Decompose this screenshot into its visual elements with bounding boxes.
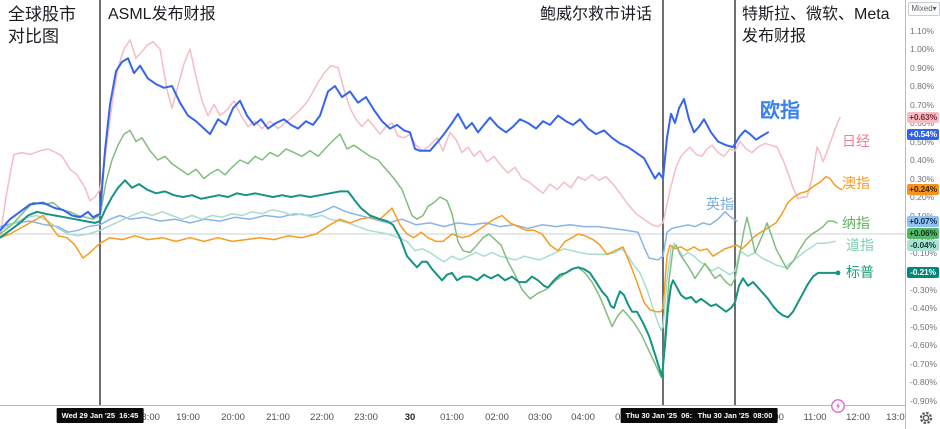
- series-line-nikkei[interactable]: [0, 39, 841, 239]
- page-title-line1: 全球股市: [8, 5, 76, 24]
- series-line-uk[interactable]: [0, 205, 738, 261]
- series-label-英指: 英指: [706, 196, 734, 212]
- last-value-badge-标普: -0.21%: [907, 267, 939, 279]
- price-tick-label: 0.90%: [910, 62, 935, 73]
- series-line-nasdaq[interactable]: [0, 129, 838, 380]
- price-tick-label: 0.10%: [910, 211, 934, 221]
- time-tick-label: 18:00: [136, 412, 160, 423]
- series-line-dow[interactable]: [0, 209, 836, 331]
- price-tick-label: -0.60%: [910, 340, 937, 350]
- gear-icon[interactable]: [918, 410, 934, 426]
- series-label-澳指: 澳指: [842, 175, 870, 191]
- last-value-badge-欧指: +0.54%: [907, 128, 939, 140]
- series-label-欧指: 欧指: [760, 100, 800, 122]
- price-tick-label: 1.10%: [910, 25, 935, 36]
- price-tick-label: -0.30%: [910, 284, 937, 295]
- price-tick-label: 0.80%: [910, 81, 935, 91]
- annotation-tech-earnings: 特斯拉、微软、Meta 发布财报: [742, 6, 890, 45]
- last-value-badge-英指: +0.07%: [907, 215, 939, 227]
- price-tick-label: -0.70%: [910, 358, 937, 369]
- scale-mode-dropdown[interactable]: Mixed▾: [908, 2, 940, 16]
- series-label-标普: 标普: [846, 264, 874, 280]
- price-tick-label: 0.60%: [910, 118, 935, 128]
- event-time-badge: Wed 29 Jan '25 16:45: [56, 408, 144, 423]
- series-label-纳指: 纳指: [842, 215, 870, 231]
- price-tick-label: 0.20%: [910, 192, 935, 202]
- price-tick-label: 0.50%: [910, 136, 935, 147]
- price-tick-label: -0.10%: [910, 247, 937, 258]
- series-line-eu[interactable]: [0, 57, 769, 232]
- chart-canvas[interactable]: [0, 0, 905, 405]
- price-tick-label: 0.70%: [910, 99, 935, 110]
- series-label-道指: 道指: [846, 237, 874, 253]
- series-line-sp[interactable]: [0, 179, 839, 378]
- series-label-日经: 日经: [842, 133, 870, 149]
- event-time-badge: Thu 30 Jan '25 08:00: [692, 408, 778, 423]
- time-tick-label: 21:00: [266, 412, 290, 423]
- time-tick-label: 03:00: [528, 412, 552, 423]
- series-end-dot-sp: [835, 270, 841, 276]
- time-tick-label: 22:00: [310, 412, 334, 423]
- price-tick-label: 1.00%: [910, 44, 935, 54]
- time-tick-label: 20:00: [221, 412, 245, 423]
- last-value-badge-澳指: +0.24%: [907, 184, 939, 196]
- price-tick-label: -0.90%: [910, 395, 937, 406]
- series-line-aus[interactable]: [0, 175, 843, 313]
- chevron-down-icon: ▾: [932, 4, 937, 13]
- time-axis[interactable]: 15:0018:0019:0020:0021:0022:0023:003001:…: [0, 405, 940, 429]
- time-tick-label: 12:00: [846, 412, 870, 423]
- quick-action-lightning-icon[interactable]: [830, 398, 846, 414]
- price-axis[interactable]: Mixed▾ 1.10% 1.00% 0.90% 0.80% 0.70% 0.60% 0.5…: [905, 0, 940, 429]
- time-tick-label: 01:00: [440, 412, 464, 423]
- price-tick-label: 0.40%: [910, 155, 935, 165]
- price-tick-label: -0.50%: [910, 321, 937, 332]
- page-title-line2: 对比图: [8, 27, 59, 46]
- last-value-badge-纳指: +0.06%: [907, 227, 939, 239]
- event-time-badge: Thu 30 Jan '25 06:15: [620, 408, 706, 423]
- annotation-asml-earnings: ASML发布财报: [108, 6, 216, 23]
- time-tick-label: 23:00: [354, 412, 378, 423]
- time-tick-label: 02:00: [485, 412, 509, 423]
- annotation-powell-speech: 鲍威尔救市讲话: [540, 6, 653, 23]
- price-tick-label: -0.40%: [910, 303, 937, 313]
- last-value-badge-日经: +0.63%: [907, 111, 939, 123]
- time-tick-label: 04:00: [571, 412, 595, 423]
- last-value-badge-道指: -0.04%: [907, 239, 939, 251]
- time-tick-label: 30: [404, 412, 416, 423]
- price-tick-label: 0.30%: [910, 173, 935, 184]
- time-tick-label: 13:00: [886, 412, 910, 423]
- page-title: 全球股市 对比图: [8, 4, 76, 48]
- time-tick-label: 19:00: [176, 412, 200, 423]
- price-tick-label: -0.80%: [910, 377, 937, 387]
- time-tick-label: 11:00: [803, 412, 827, 423]
